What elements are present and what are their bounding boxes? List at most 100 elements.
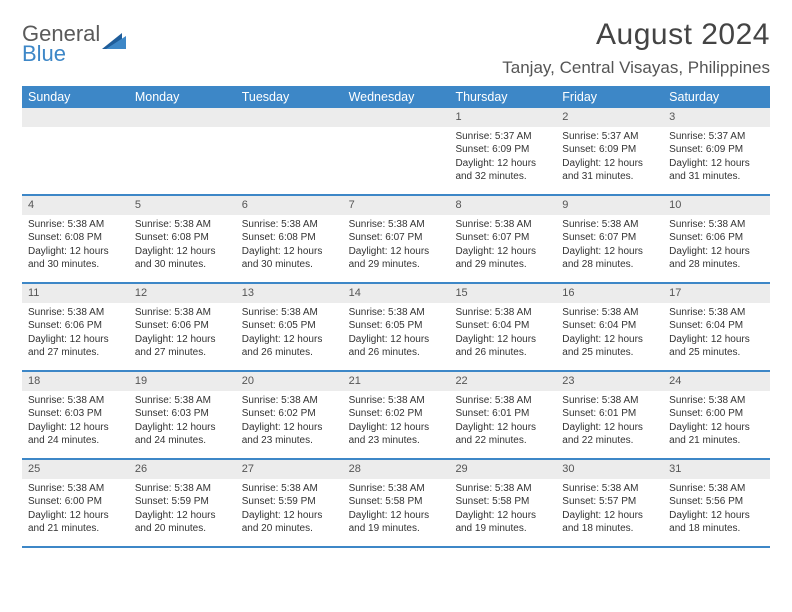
daylight-line-1: Daylight: 12 hours	[455, 157, 550, 171]
day-number: 24	[663, 372, 770, 391]
day-cell	[22, 108, 129, 194]
day-cell: 20Sunrise: 5:38 AMSunset: 6:02 PMDayligh…	[236, 372, 343, 458]
sunset-line: Sunset: 5:58 PM	[349, 495, 444, 509]
week-row: 4Sunrise: 5:38 AMSunset: 6:08 PMDaylight…	[22, 196, 770, 284]
daylight-line-2: and 29 minutes.	[349, 258, 444, 272]
calendar: Sunday Monday Tuesday Wednesday Thursday…	[22, 86, 770, 548]
daylight-line-1: Daylight: 12 hours	[669, 421, 764, 435]
day-header-row: Sunday Monday Tuesday Wednesday Thursday…	[22, 86, 770, 108]
sunset-line: Sunset: 6:07 PM	[455, 231, 550, 245]
sunset-line: Sunset: 6:09 PM	[669, 143, 764, 157]
day-body: Sunrise: 5:38 AMSunset: 6:04 PMDaylight:…	[663, 303, 770, 366]
week-row: 18Sunrise: 5:38 AMSunset: 6:03 PMDayligh…	[22, 372, 770, 460]
day-header-sun: Sunday	[22, 86, 129, 108]
sunset-line: Sunset: 6:06 PM	[669, 231, 764, 245]
daylight-line-1: Daylight: 12 hours	[242, 333, 337, 347]
daylight-line-2: and 25 minutes.	[669, 346, 764, 360]
sunset-line: Sunset: 5:59 PM	[135, 495, 230, 509]
day-number: 18	[22, 372, 129, 391]
day-body: Sunrise: 5:38 AMSunset: 6:08 PMDaylight:…	[22, 215, 129, 278]
day-body: Sunrise: 5:38 AMSunset: 6:08 PMDaylight:…	[236, 215, 343, 278]
sunset-line: Sunset: 6:09 PM	[562, 143, 657, 157]
sunrise-line: Sunrise: 5:38 AM	[242, 394, 337, 408]
day-body: Sunrise: 5:38 AMSunset: 6:03 PMDaylight:…	[129, 391, 236, 454]
day-number: 28	[343, 460, 450, 479]
sunrise-line: Sunrise: 5:38 AM	[669, 306, 764, 320]
logo-text: General Blue	[22, 24, 100, 64]
sunrise-line: Sunrise: 5:38 AM	[455, 218, 550, 232]
day-number: 6	[236, 196, 343, 215]
day-cell: 29Sunrise: 5:38 AMSunset: 5:58 PMDayligh…	[449, 460, 556, 546]
day-body: Sunrise: 5:37 AMSunset: 6:09 PMDaylight:…	[556, 127, 663, 190]
day-body: Sunrise: 5:38 AMSunset: 6:04 PMDaylight:…	[449, 303, 556, 366]
daylight-line-1: Daylight: 12 hours	[349, 245, 444, 259]
day-cell: 21Sunrise: 5:38 AMSunset: 6:02 PMDayligh…	[343, 372, 450, 458]
day-cell	[129, 108, 236, 194]
sunset-line: Sunset: 6:01 PM	[455, 407, 550, 421]
day-number: 8	[449, 196, 556, 215]
day-number: 31	[663, 460, 770, 479]
daylight-line-2: and 24 minutes.	[28, 434, 123, 448]
day-header-thu: Thursday	[449, 86, 556, 108]
sunset-line: Sunset: 5:56 PM	[669, 495, 764, 509]
day-body: Sunrise: 5:38 AMSunset: 5:59 PMDaylight:…	[129, 479, 236, 542]
daylight-line-2: and 30 minutes.	[135, 258, 230, 272]
daylight-line-2: and 21 minutes.	[28, 522, 123, 536]
daylight-line-2: and 22 minutes.	[455, 434, 550, 448]
daylight-line-1: Daylight: 12 hours	[562, 421, 657, 435]
daylight-line-2: and 20 minutes.	[242, 522, 337, 536]
sunrise-line: Sunrise: 5:38 AM	[562, 394, 657, 408]
sunset-line: Sunset: 6:06 PM	[135, 319, 230, 333]
sunset-line: Sunset: 5:59 PM	[242, 495, 337, 509]
week-row: 25Sunrise: 5:38 AMSunset: 6:00 PMDayligh…	[22, 460, 770, 548]
daylight-line-1: Daylight: 12 hours	[669, 157, 764, 171]
daylight-line-1: Daylight: 12 hours	[562, 157, 657, 171]
day-number: 11	[22, 284, 129, 303]
daylight-line-2: and 21 minutes.	[669, 434, 764, 448]
daylight-line-1: Daylight: 12 hours	[455, 333, 550, 347]
day-body: Sunrise: 5:38 AMSunset: 6:05 PMDaylight:…	[343, 303, 450, 366]
daylight-line-2: and 23 minutes.	[349, 434, 444, 448]
daylight-line-1: Daylight: 12 hours	[242, 509, 337, 523]
day-body: Sunrise: 5:38 AMSunset: 6:07 PMDaylight:…	[449, 215, 556, 278]
sunset-line: Sunset: 6:05 PM	[242, 319, 337, 333]
day-number: 26	[129, 460, 236, 479]
day-body: Sunrise: 5:38 AMSunset: 6:02 PMDaylight:…	[236, 391, 343, 454]
daylight-line-1: Daylight: 12 hours	[349, 421, 444, 435]
location: Tanjay, Central Visayas, Philippines	[502, 58, 770, 78]
day-cell: 15Sunrise: 5:38 AMSunset: 6:04 PMDayligh…	[449, 284, 556, 370]
day-body: Sunrise: 5:38 AMSunset: 5:59 PMDaylight:…	[236, 479, 343, 542]
sunset-line: Sunset: 6:08 PM	[28, 231, 123, 245]
day-header-tue: Tuesday	[236, 86, 343, 108]
sunrise-line: Sunrise: 5:38 AM	[242, 306, 337, 320]
daylight-line-2: and 28 minutes.	[669, 258, 764, 272]
sunrise-line: Sunrise: 5:38 AM	[349, 482, 444, 496]
sunrise-line: Sunrise: 5:38 AM	[28, 482, 123, 496]
sunrise-line: Sunrise: 5:38 AM	[135, 394, 230, 408]
day-number: 17	[663, 284, 770, 303]
day-number: 2	[556, 108, 663, 127]
daylight-line-2: and 19 minutes.	[455, 522, 550, 536]
sunrise-line: Sunrise: 5:38 AM	[242, 218, 337, 232]
sunrise-line: Sunrise: 5:38 AM	[242, 482, 337, 496]
daylight-line-2: and 30 minutes.	[28, 258, 123, 272]
daylight-line-1: Daylight: 12 hours	[28, 333, 123, 347]
day-body: Sunrise: 5:38 AMSunset: 6:06 PMDaylight:…	[663, 215, 770, 278]
day-number	[343, 108, 450, 127]
day-number: 5	[129, 196, 236, 215]
day-number: 1	[449, 108, 556, 127]
sunrise-line: Sunrise: 5:38 AM	[349, 218, 444, 232]
daylight-line-2: and 32 minutes.	[455, 170, 550, 184]
day-cell: 13Sunrise: 5:38 AMSunset: 6:05 PMDayligh…	[236, 284, 343, 370]
day-header-fri: Friday	[556, 86, 663, 108]
day-cell: 6Sunrise: 5:38 AMSunset: 6:08 PMDaylight…	[236, 196, 343, 282]
sunset-line: Sunset: 6:03 PM	[28, 407, 123, 421]
day-cell: 5Sunrise: 5:38 AMSunset: 6:08 PMDaylight…	[129, 196, 236, 282]
sunset-line: Sunset: 6:04 PM	[562, 319, 657, 333]
day-cell	[343, 108, 450, 194]
daylight-line-2: and 24 minutes.	[135, 434, 230, 448]
day-body: Sunrise: 5:38 AMSunset: 6:00 PMDaylight:…	[22, 479, 129, 542]
daylight-line-2: and 27 minutes.	[135, 346, 230, 360]
day-body: Sunrise: 5:37 AMSunset: 6:09 PMDaylight:…	[449, 127, 556, 190]
daylight-line-1: Daylight: 12 hours	[562, 509, 657, 523]
